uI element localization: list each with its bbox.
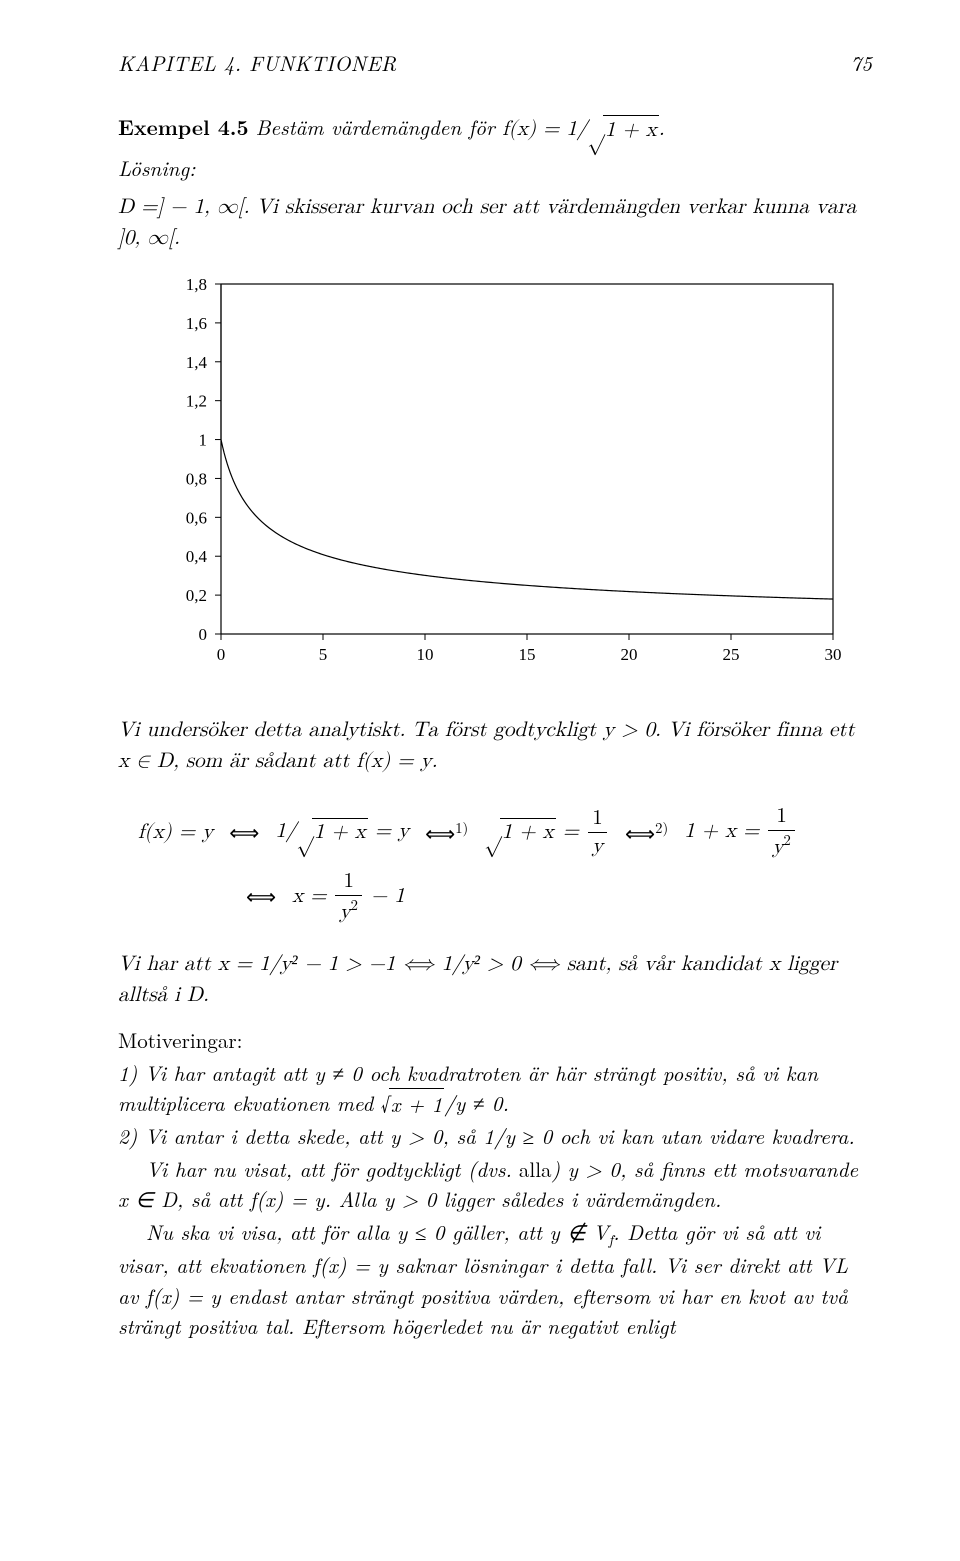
chapter-title: KAPITEL 4. FUNKTIONER	[118, 48, 396, 78]
candidate-line: Vi har att x = 1/y² − 1 > −1 ⟺ 1/y² > 0 …	[118, 950, 872, 1011]
example-label: Exempel 4.5	[118, 112, 249, 142]
example-prompt: Bestäm värdemängden för f(x) = 1/√1 + x.	[256, 112, 665, 142]
svg-text:1,6: 1,6	[186, 314, 207, 333]
svg-text:0,4: 0,4	[186, 547, 208, 566]
function-chart: 0 0,2 0,4 0,6 0,8 1 1,2 1,4 1,6 1,8 0 5 10 15 20 25 30	[135, 274, 855, 684]
svg-text:30: 30	[825, 645, 842, 664]
sqrt-icon: √1 + x	[587, 115, 658, 146]
svg-text:10: 10	[417, 645, 434, 664]
motivation-2: 2) Vi antar i detta skede, att y > 0, så…	[118, 1121, 872, 1151]
svg-text:0: 0	[199, 625, 208, 644]
svg-text:20: 20	[621, 645, 638, 664]
svg-text:1: 1	[199, 431, 208, 450]
running-header: KAPITEL 4. FUNKTIONER 75	[118, 48, 872, 78]
derivation-row-2: ⟺ x = 1y2 − 1	[118, 868, 872, 927]
derivation-row-1: f(x) = y ⟺ 1/√1 + x = y ⟺1) √1 + x = 1y …	[118, 803, 872, 862]
paragraph-show-negative: Nu ska vi visa, att för alla y ≤ 0 gälle…	[118, 1217, 872, 1342]
svg-text:1,4: 1,4	[186, 353, 208, 372]
svg-text:0,8: 0,8	[186, 470, 207, 489]
paragraph-shown: Vi har nu visat, att för godtyckligt (dv…	[118, 1154, 872, 1215]
derivation-display: f(x) = y ⟺ 1/√1 + x = y ⟺1) √1 + x = 1y …	[118, 803, 872, 926]
svg-text:15: 15	[519, 645, 536, 664]
svg-text:0,6: 0,6	[186, 509, 207, 528]
solution-line1: D =] − 1, ∞[. Vi skisserar kurvan och se…	[118, 193, 872, 254]
motivations-heading: Motiveringar:	[118, 1025, 872, 1055]
chart-container: 0 0,2 0,4 0,6 0,8 1 1,2 1,4 1,6 1,8 0 5 10 15 20 25 30	[118, 274, 872, 684]
svg-text:0: 0	[217, 645, 226, 664]
svg-text:1,2: 1,2	[186, 392, 207, 411]
svg-text:25: 25	[723, 645, 740, 664]
svg-text:5: 5	[319, 645, 328, 664]
example-line: Exempel 4.5 Bestäm värdemängden för f(x)…	[118, 112, 872, 146]
svg-text:1,8: 1,8	[186, 275, 207, 294]
motivation-1: 1) Vi har antagit att y ≠ 0 och kvadratr…	[118, 1058, 872, 1120]
solution-label: Lösning:	[118, 153, 872, 183]
svg-text:0,2: 0,2	[186, 586, 207, 605]
analysis-intro: Vi undersöker detta analytiskt. Ta först…	[118, 716, 872, 777]
example-fx: f(x) = 1/	[502, 119, 587, 140]
page-number: 75	[851, 48, 872, 78]
motivations-block: Motiveringar: 1) Vi har antagit att y ≠ …	[118, 1025, 872, 1341]
